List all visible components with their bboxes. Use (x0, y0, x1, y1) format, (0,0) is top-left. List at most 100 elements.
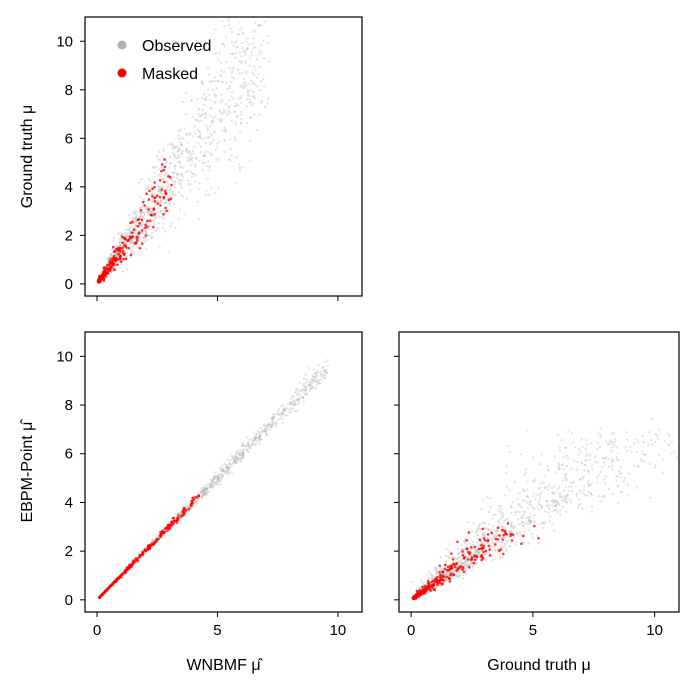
data-point-observed (163, 202, 166, 205)
data-point-observed (525, 429, 528, 432)
data-point-observed (540, 506, 543, 510)
data-point-observed (139, 213, 143, 216)
data-point-observed (590, 510, 594, 514)
data-point-observed (225, 465, 228, 469)
data-point-observed (255, 85, 258, 88)
data-point-observed (668, 444, 671, 447)
data-point-observed (179, 141, 182, 144)
data-point-observed (428, 572, 432, 575)
data-point-observed (210, 482, 213, 486)
data-point-observed (478, 524, 481, 527)
data-point-observed (607, 465, 611, 468)
data-point-observed (244, 81, 247, 85)
data-point-observed (565, 478, 568, 481)
data-point-observed (245, 72, 248, 75)
data-point-observed (227, 467, 230, 471)
data-point-observed (151, 211, 155, 214)
data-point-observed (243, 81, 246, 84)
data-point-observed (257, 53, 261, 56)
data-point-observed (249, 116, 252, 119)
data-point-masked (438, 564, 442, 568)
data-point-observed (216, 475, 219, 478)
data-point-masked (170, 521, 173, 524)
data-point-masked (450, 572, 453, 575)
data-point-observed (127, 233, 130, 236)
data-point-observed (205, 116, 208, 120)
data-point-observed (269, 425, 273, 429)
data-point-observed (522, 473, 526, 477)
data-point-observed (598, 446, 602, 449)
data-point-observed (455, 576, 458, 579)
data-point-observed (302, 377, 306, 380)
data-point-observed (241, 450, 245, 453)
data-point-observed (202, 489, 206, 492)
data-point-observed (176, 512, 180, 515)
data-point-observed (464, 536, 467, 540)
data-point-observed (246, 436, 249, 439)
data-point-masked (121, 241, 124, 244)
data-point-observed (213, 76, 216, 79)
data-point-observed (254, 436, 258, 440)
data-point-observed (173, 181, 176, 184)
data-point-masked (153, 200, 157, 203)
data-point-observed (175, 173, 179, 176)
data-point-observed (515, 540, 518, 544)
data-point-observed (563, 476, 567, 479)
data-point-observed (188, 151, 191, 155)
data-point-observed (215, 479, 219, 482)
data-point-observed (542, 481, 545, 484)
data-point-masked (130, 231, 134, 234)
data-point-observed (110, 252, 113, 256)
data-point-observed (670, 452, 674, 455)
data-point-observed (210, 120, 213, 123)
data-point-observed (231, 472, 234, 475)
data-point-observed (203, 154, 206, 157)
data-point-observed (219, 61, 222, 64)
data-point-observed (123, 241, 127, 244)
data-point-observed (292, 399, 295, 402)
data-point-observed (280, 414, 283, 418)
data-point-observed (661, 458, 665, 461)
data-point-observed (457, 552, 460, 556)
data-point-observed (526, 480, 529, 483)
data-point-observed (281, 410, 285, 413)
data-point-observed (581, 445, 584, 448)
data-point-observed (175, 512, 178, 515)
data-point-observed (168, 188, 171, 192)
data-point-observed (249, 116, 252, 120)
data-point-observed (537, 501, 540, 504)
data-point-observed (254, 434, 257, 437)
data-point-observed (236, 457, 239, 460)
data-point-observed (523, 499, 527, 502)
data-point-observed (226, 113, 229, 116)
data-point-masked (166, 529, 169, 533)
data-point-observed (157, 185, 160, 188)
data-point-observed (537, 508, 541, 511)
data-point-observed (159, 211, 162, 214)
data-point-observed (208, 73, 211, 76)
data-point-observed (178, 148, 181, 151)
data-point-observed (241, 454, 245, 457)
data-point-observed (216, 145, 219, 149)
data-point-observed (323, 376, 326, 380)
data-point-masked (165, 527, 168, 530)
data-point-observed (188, 189, 192, 192)
data-point-masked (147, 198, 151, 201)
data-point-observed (670, 441, 674, 444)
data-point-masked (425, 585, 429, 588)
data-point-observed (251, 42, 254, 45)
data-point-observed (504, 542, 507, 545)
data-point-observed (293, 404, 296, 407)
data-point-masked (462, 570, 466, 574)
data-point-observed (185, 148, 188, 152)
data-point-masked (463, 557, 466, 560)
data-point-observed (233, 457, 236, 461)
data-point-observed (470, 561, 473, 564)
data-point-observed (250, 79, 253, 83)
data-point-observed (179, 183, 182, 187)
data-point-observed (240, 110, 243, 114)
y-tick-label: 6 (65, 446, 73, 463)
data-point-observed (447, 571, 450, 574)
data-point-observed (283, 409, 286, 413)
